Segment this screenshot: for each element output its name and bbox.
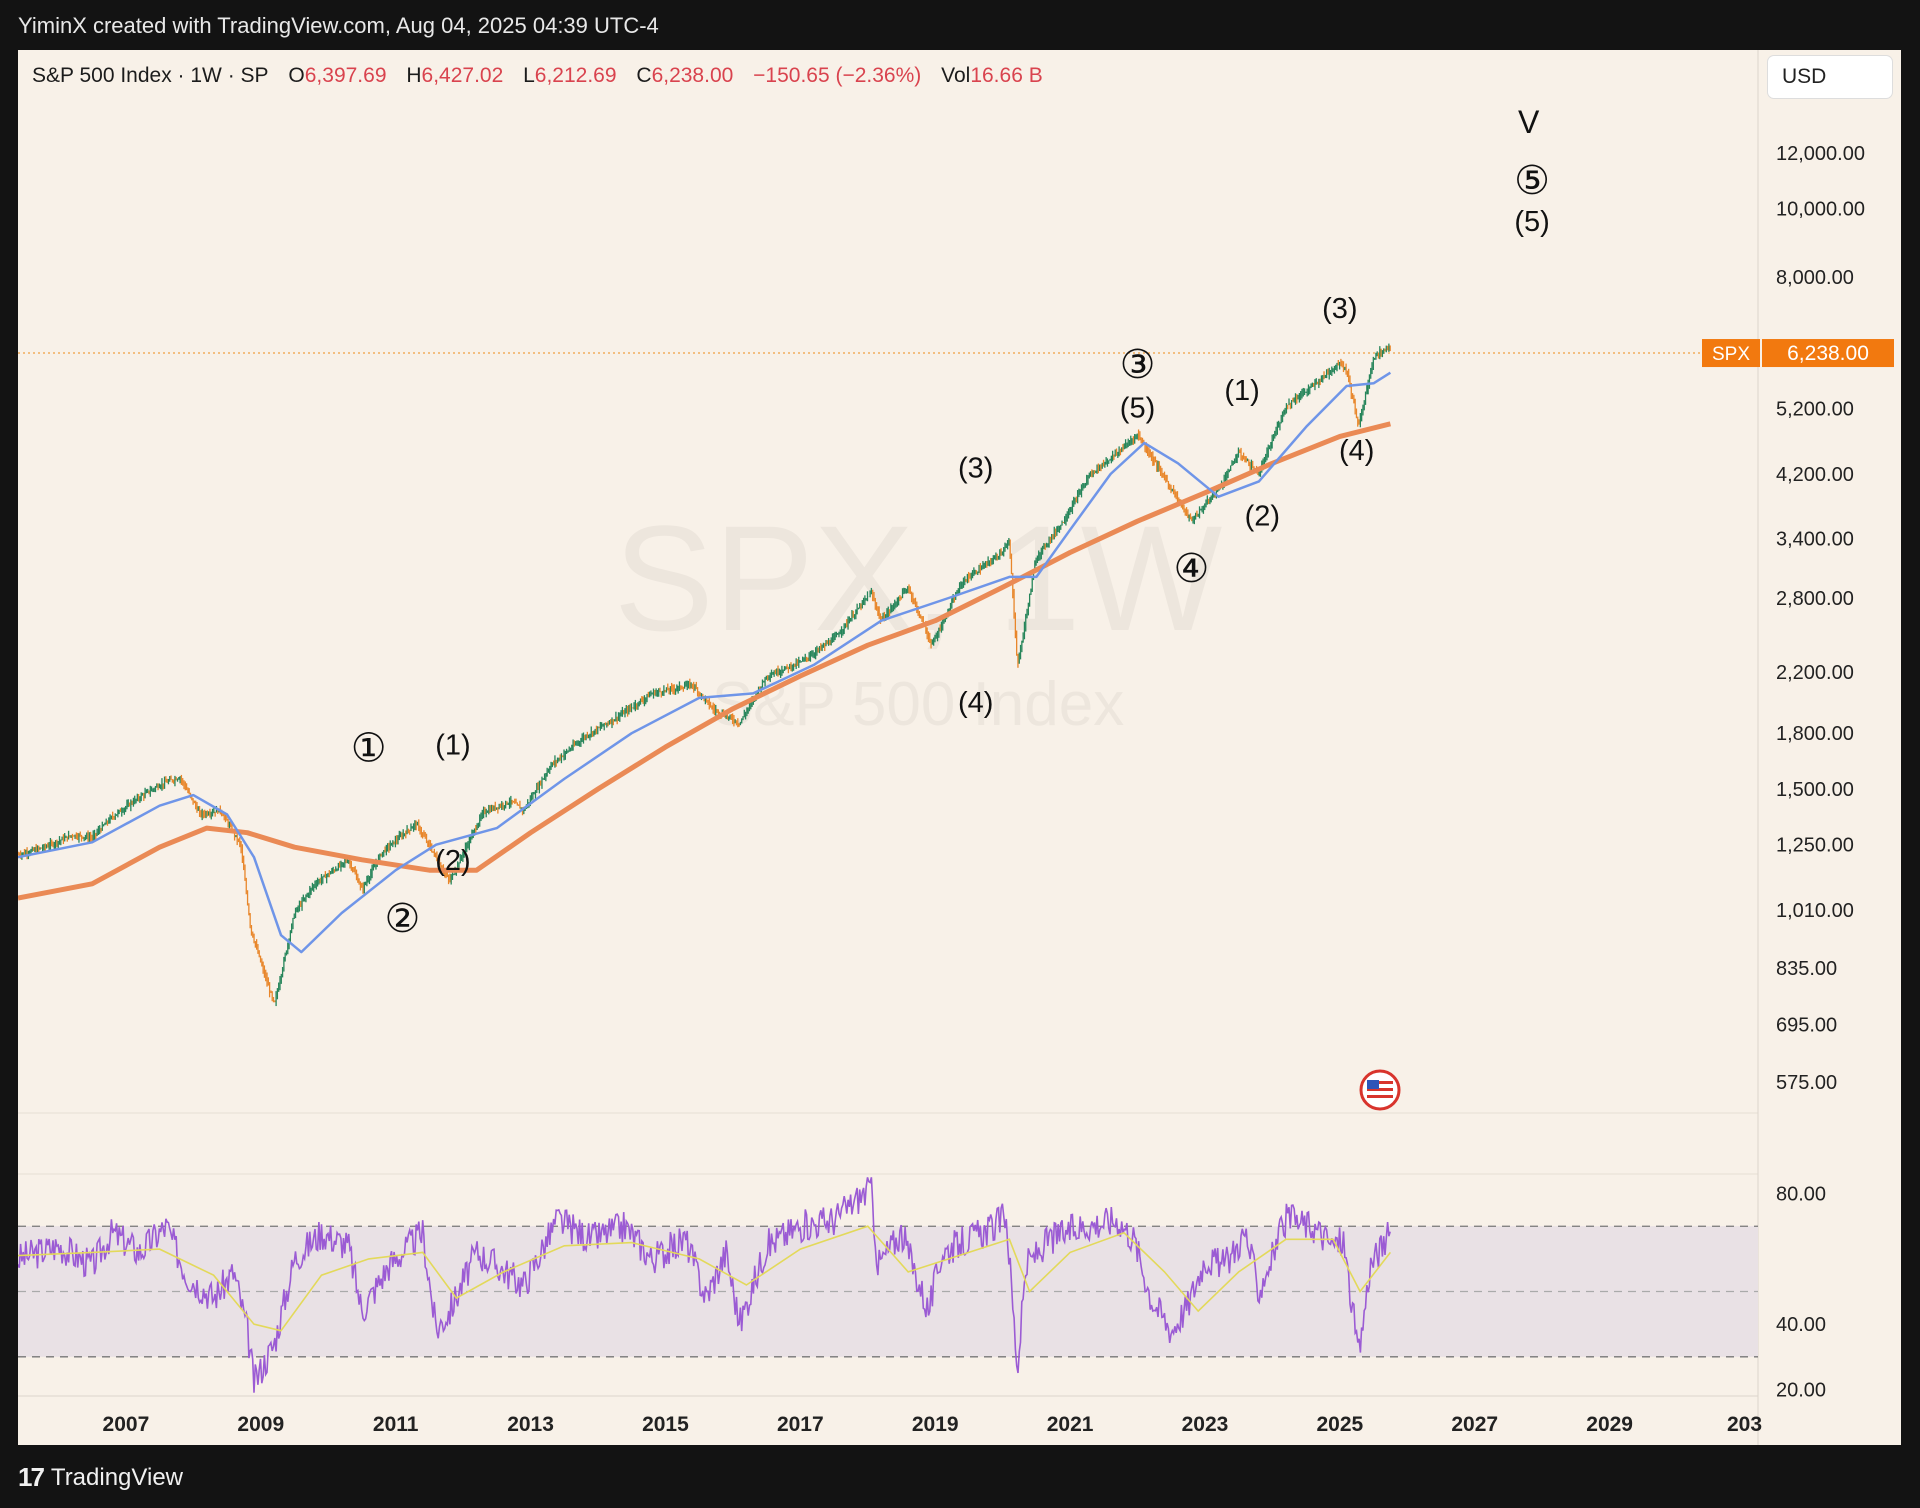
price-tick-label: 2,800.00 [1776,588,1854,610]
top-bar: YiminX created with TradingView.com, Aug… [0,0,1920,50]
wave-label: (2) [435,845,470,877]
flag-icon[interactable] [1359,1069,1401,1111]
wave-label: (4) [1339,435,1374,467]
legend-close-label: C [636,64,652,87]
price-tick-label: 1,250.00 [1776,835,1854,857]
wave-label: (3) [1322,293,1357,325]
rsi-tick-label: 20.00 [1776,1379,1826,1401]
watermark-symbol: SPX, 1W [614,494,1223,662]
wave-label: ① [351,727,387,771]
time-tick-label: 2025 [1317,1413,1364,1436]
price-tick-label: 12,000.00 [1776,143,1865,165]
wave-annotations: V⑤(5)(3)③(5)(1)(4)(3)(2)④(4)① (1)(2)② [351,104,1550,941]
wave-label: (4) [958,687,993,719]
legend-high-label: H [406,64,422,87]
time-tick-label: 2023 [1182,1413,1229,1436]
price-tick-label: 695.00 [1776,1014,1837,1036]
wave-label: (1) [435,729,470,761]
chart-frame[interactable]: SPX, 1W S&P 500 Index V ⑤ (5) (3) ③ (5) (1) (4)… [18,50,1901,1445]
legend-close-value: 6,238.00 [651,64,734,87]
rsi-axis[interactable]: 80.00 40.00 20.00 [1776,1184,1826,1402]
price-tick-label: 8,000.00 [1776,267,1854,289]
wave-label: (5) [1120,393,1155,425]
legend-high-value: 6,427.02 [421,64,504,87]
price-tick-label: 5,200.00 [1776,399,1854,421]
price-tag-value-box [1762,339,1894,368]
wave-label: ⑤ [1514,159,1550,203]
wave-label: V [1518,104,1540,140]
ma-fast-line [18,371,1392,954]
watermark-name: S&P 500 Index [712,670,1125,739]
time-axis[interactable]: 2007 2009 2011 2013 2015 2017 2019 2021 2023 2025… [103,1413,1762,1436]
time-tick-label: 2017 [777,1413,824,1436]
chart-legend[interactable]: S&P 500 Index · 1W · SP O6,397.69 H6,427… [32,64,1043,88]
legend-vol-label: Vol [941,64,971,87]
tradingview-logo-icon: 17 [18,1462,45,1492]
price-tick-label: 1,800.00 [1776,723,1854,745]
price-tag-value: 6,238.00 [1787,342,1869,365]
legend-vol-unit: B [1028,64,1043,87]
footer-brand: TradingView [50,1463,183,1491]
price-tick-label: 835.00 [1776,958,1837,980]
legend-change: −150.65 (−2.36%) [753,64,922,87]
wave-label: ③ [1120,343,1156,387]
time-tick-label: 2029 [1586,1413,1633,1436]
price-tag-symbol: SPX [1712,344,1750,365]
wave-label: (1) [1224,375,1259,407]
time-tick-label: 2027 [1451,1413,1498,1436]
legend-low-label: L [523,64,535,87]
chart-svg[interactable]: SPX, 1W S&P 500 Index V⑤(5)(3)③(5)(1)(4)… [18,50,1901,1445]
time-tick-label: 2011 [373,1413,419,1436]
time-tick-label: 2009 [237,1413,284,1436]
legend-open-label: O [288,64,305,87]
wave-label: ② [384,897,420,941]
wave-label: (2) [1245,500,1280,532]
time-tick-label: 2015 [642,1413,689,1436]
legend-vol-value: 16.66 [970,64,1023,87]
price-tick-label: 4,200.00 [1776,464,1854,486]
price-tag-symbol-box [1702,339,1760,368]
price-tick-label: 3,400.00 [1776,529,1854,551]
rsi-ma-line [18,1225,1392,1332]
time-tick-label: 203 [1727,1413,1762,1436]
rsi-tick-label: 80.00 [1776,1184,1826,1206]
price-tick-label: 10,000.00 [1776,199,1865,221]
time-tick-label: 2021 [1047,1413,1094,1436]
rsi-series [18,1177,1392,1393]
legend-low-value: 6,212.69 [534,64,617,87]
price-tick-label: 2,200.00 [1776,662,1854,684]
price-tick-label: 1,500.00 [1776,779,1854,801]
price-tick-label: 575.00 [1776,1072,1837,1094]
footer: 17 TradingView [18,1462,183,1493]
legend-symbol: S&P 500 Index · 1W · SP [32,64,269,87]
legend-open-value: 6,397.69 [304,64,387,87]
wave-label: (5) [1514,206,1549,238]
wave-label: (3) [958,453,993,485]
price-axis[interactable]: 15,000.0012,000.0010,000.008,000.005,200… [1776,75,1865,1095]
rsi-tick-label: 40.00 [1776,1314,1826,1336]
time-tick-label: 2013 [507,1413,554,1436]
price-tag: SPX 6,238.00 [1702,339,1894,368]
wave-label: ④ [1174,547,1210,591]
price-series [18,343,1392,1007]
currency-selector[interactable]: USD [1768,56,1892,98]
time-tick-label: 2007 [103,1413,150,1436]
time-tick-label: 2019 [912,1413,959,1436]
credit-text: YiminX created with TradingView.com, Aug… [18,13,659,38]
ma-slow-line [18,421,1392,901]
price-tick-label: 1,010.00 [1776,900,1854,922]
